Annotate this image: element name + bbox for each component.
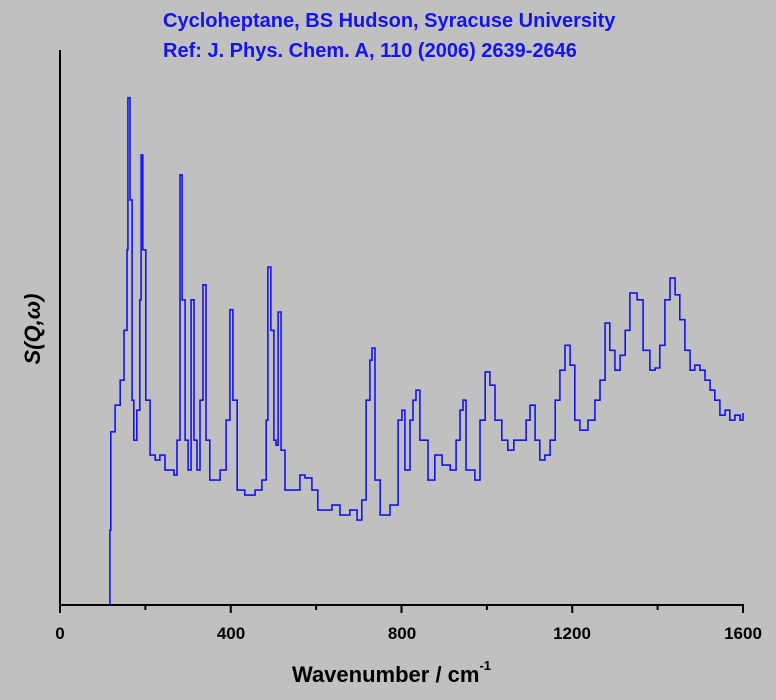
x-tick-label: 800: [388, 624, 416, 643]
x-tick-label: 1200: [553, 624, 591, 643]
x-tick-label: 1600: [724, 624, 762, 643]
chart-title-line-2: Ref: J. Phys. Chem. A, 110 (2006) 2639-2…: [163, 40, 577, 62]
x-axis-label: Wavenumber / cm-1: [292, 658, 491, 688]
x-axis-label-text: Wavenumber / cm: [292, 662, 480, 687]
x-axis-label-superscript: -1: [479, 658, 492, 673]
y-axis-label: S(Q,ω): [20, 293, 45, 365]
spectrum-line: [109, 96, 744, 605]
chart-title-line-1: Cycloheptane, BS Hudson, Syracuse Univer…: [163, 10, 616, 32]
x-tick-label: 400: [217, 624, 245, 643]
x-tick-label: 0: [55, 624, 64, 643]
